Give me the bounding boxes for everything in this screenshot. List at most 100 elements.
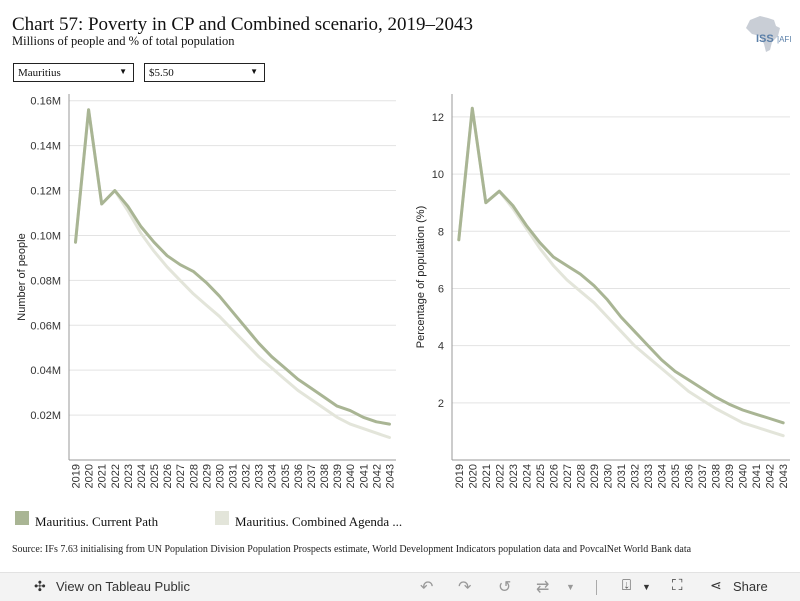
x-tick-label: 2034 <box>657 464 669 488</box>
y-tick-label: 0.06M <box>30 320 61 332</box>
x-tick-label: 2038 <box>711 464 723 488</box>
x-tick-label: 2027 <box>175 464 187 488</box>
country-dropdown-value: Mauritius <box>18 67 61 79</box>
x-tick-label: 2042 <box>371 464 383 488</box>
chart-title: Chart 57: Poverty in CP and Combined sce… <box>12 14 474 35</box>
x-tick-label: 2043 <box>384 464 396 488</box>
poverty-line-dropdown[interactable]: $5.50 ▼ <box>144 63 265 82</box>
x-tick-label: 2035 <box>670 464 682 488</box>
x-tick-label: 2025 <box>149 464 161 488</box>
x-tick-label: 2019 <box>454 464 466 488</box>
x-tick-label: 2032 <box>630 464 642 488</box>
x-tick-label: 2027 <box>562 464 574 488</box>
x-tick-label: 2029 <box>201 464 213 488</box>
share-button[interactable]: Share <box>733 579 768 594</box>
toolbar-divider <box>596 580 597 595</box>
undo-icon[interactable]: ↶ <box>420 579 434 596</box>
iss-africa-logo: ISS |AFI <box>742 14 792 54</box>
x-tick-label: 2037 <box>697 464 709 488</box>
x-tick-label: 2028 <box>188 464 200 488</box>
y-tick-label: 0.04M <box>30 365 61 377</box>
y-tick-label: 4 <box>438 341 444 353</box>
y-tick-label: 0.08M <box>30 275 61 287</box>
x-tick-label: 2041 <box>751 464 763 488</box>
y-tick-label: 0.14M <box>30 141 61 153</box>
y-tick-label: 10 <box>432 169 444 181</box>
x-tick-label: 2020 <box>467 464 479 488</box>
x-tick-label: 2040 <box>345 464 357 488</box>
y-tick-label: 0.10M <box>30 230 61 242</box>
x-tick-label: 2026 <box>548 464 560 488</box>
x-tick-label: 2034 <box>267 464 279 488</box>
x-tick-label: 2036 <box>293 464 305 488</box>
y-tick-label: 12 <box>432 112 444 124</box>
x-tick-label: 2030 <box>214 464 226 488</box>
x-tick-label: 2031 <box>228 464 240 488</box>
y-tick-label: 0.12M <box>30 186 61 198</box>
x-tick-label: 2021 <box>97 464 109 488</box>
charts-area: 0.02M 0.04M 0.06M 0.08M 0.10M 0.12M 0.14M 0.16M… <box>16 94 790 488</box>
refresh-options-icon[interactable]: ▼ <box>566 582 575 592</box>
x-tick-label: 2039 <box>724 464 736 488</box>
source-note: Source: IFs 7.63 initialising from UN Po… <box>12 544 692 555</box>
x-tick-label: 2020 <box>84 464 96 488</box>
chart-subtitle: Millions of people and % of total popula… <box>12 34 235 48</box>
poverty-line-dropdown-value: $5.50 <box>149 67 174 79</box>
x-tick-label: 2039 <box>332 464 344 488</box>
series-line-current-path <box>457 106 785 425</box>
y-tick-label: 0.02M <box>30 410 61 422</box>
fullscreen-icon[interactable]: ⛶ <box>672 577 683 594</box>
x-tick-label: 2035 <box>280 464 292 488</box>
x-tick-label: 2026 <box>162 464 174 488</box>
x-tick-label: 2024 <box>136 464 148 488</box>
x-tick-label: 2032 <box>241 464 253 488</box>
x-tick-label: 2031 <box>616 464 628 488</box>
y-axis-title: Percentage of population (%) <box>415 206 427 348</box>
series-line-combined-agenda <box>457 106 785 438</box>
redo-icon[interactable]: ↷ <box>458 579 472 596</box>
x-tick-label: 2025 <box>535 464 547 488</box>
tableau-toolbar: ✣ View on Tableau Public ↶ ↷ ↺ ⇄ ▼ ⍗ ▼ ⛶… <box>0 572 800 601</box>
view-on-tableau-link[interactable]: View on Tableau Public <box>56 579 190 594</box>
series-line-combined-agenda <box>74 108 391 439</box>
x-tick-label: 2028 <box>575 464 587 488</box>
x-tick-label: 2033 <box>643 464 655 488</box>
refresh-icon[interactable]: ⇄ <box>536 579 550 596</box>
x-tick-label: 2022 <box>494 464 506 488</box>
x-tick-label: 2030 <box>602 464 614 488</box>
x-tick-label: 2021 <box>481 464 493 488</box>
x-tick-label: 2042 <box>765 464 777 488</box>
x-tick-label: 2023 <box>508 464 520 488</box>
y-tick-label: 6 <box>438 283 444 295</box>
y-axis-title: Number of people <box>16 233 28 320</box>
legend-label-combined-agenda: Mauritius. Combined Agenda ... <box>235 514 403 529</box>
legend-label-current-path: Mauritius. Current Path <box>35 514 159 529</box>
x-tick-label: 2033 <box>254 464 266 488</box>
x-tick-label: 2038 <box>319 464 331 488</box>
x-tick-label: 2036 <box>684 464 696 488</box>
svg-text:ISS: ISS <box>756 33 774 45</box>
x-tick-label: 2022 <box>110 464 122 488</box>
chevron-down-icon: ▼ <box>119 67 127 76</box>
x-tick-label: 2029 <box>589 464 601 488</box>
x-tick-label: 2040 <box>738 464 750 488</box>
x-tick-label: 2024 <box>521 464 533 488</box>
share-icon[interactable]: ⋖ <box>710 577 722 593</box>
legend-swatch-current-path <box>15 511 29 525</box>
revert-icon[interactable]: ↺ <box>498 579 512 596</box>
y-tick-label: 8 <box>438 226 444 238</box>
tableau-logo-icon: ✣ <box>34 578 46 594</box>
download-icon[interactable]: ⍗ <box>622 577 632 594</box>
legend-swatch-combined-agenda <box>215 511 229 525</box>
x-tick-label: 2023 <box>123 464 135 488</box>
x-tick-label: 2043 <box>778 464 790 488</box>
y-tick-label: 2 <box>438 398 444 410</box>
country-dropdown[interactable]: Mauritius ▼ <box>13 63 134 82</box>
svg-text:|AFI: |AFI <box>777 35 792 44</box>
chevron-down-icon: ▼ <box>250 67 258 76</box>
x-tick-label: 2019 <box>71 464 83 488</box>
x-tick-label: 2037 <box>306 464 318 488</box>
download-options-icon[interactable]: ▼ <box>642 582 651 592</box>
y-tick-label: 0.16M <box>30 96 61 108</box>
series-line-current-path <box>74 108 391 426</box>
